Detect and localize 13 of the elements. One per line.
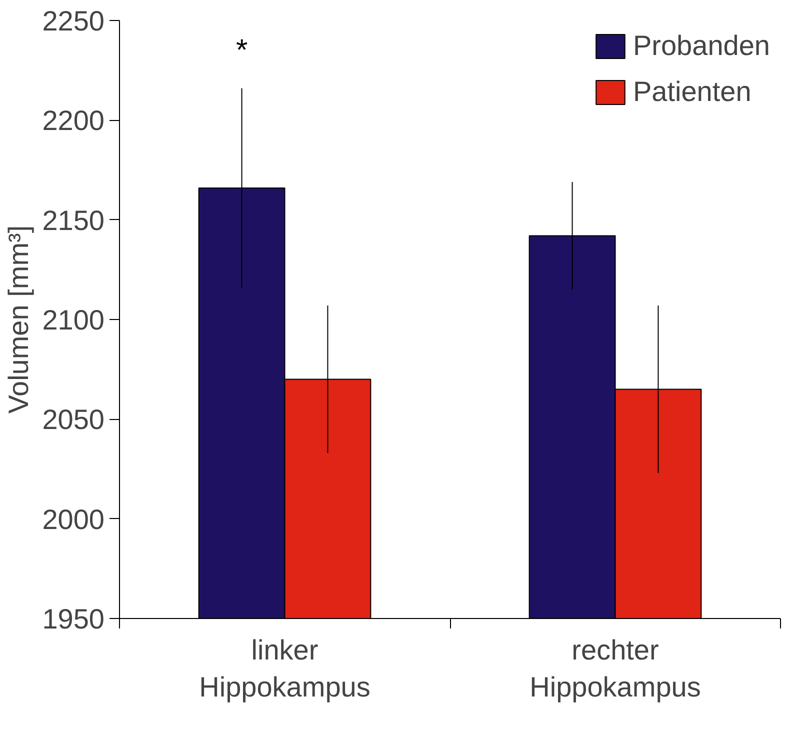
x-tick-label: rechter Hippokampus xyxy=(530,634,701,703)
x-tick-label: linker Hippokampus xyxy=(199,634,370,703)
y-axis-title: Volumen [mm³] xyxy=(3,225,34,414)
y-tick-label: 2100 xyxy=(42,304,105,336)
legend-label: Patienten xyxy=(632,76,752,108)
y-tick-label: 1950 xyxy=(42,604,105,634)
annotation: * xyxy=(236,34,248,67)
y-tick-label: 2050 xyxy=(42,404,105,436)
legend-label: Probanden xyxy=(632,30,770,62)
y-tick-label: 2250 xyxy=(42,6,105,36)
y-tick-label: 2150 xyxy=(42,204,105,236)
y-tick-label: 2000 xyxy=(42,504,105,535)
y-tick-label: 2200 xyxy=(42,105,105,136)
